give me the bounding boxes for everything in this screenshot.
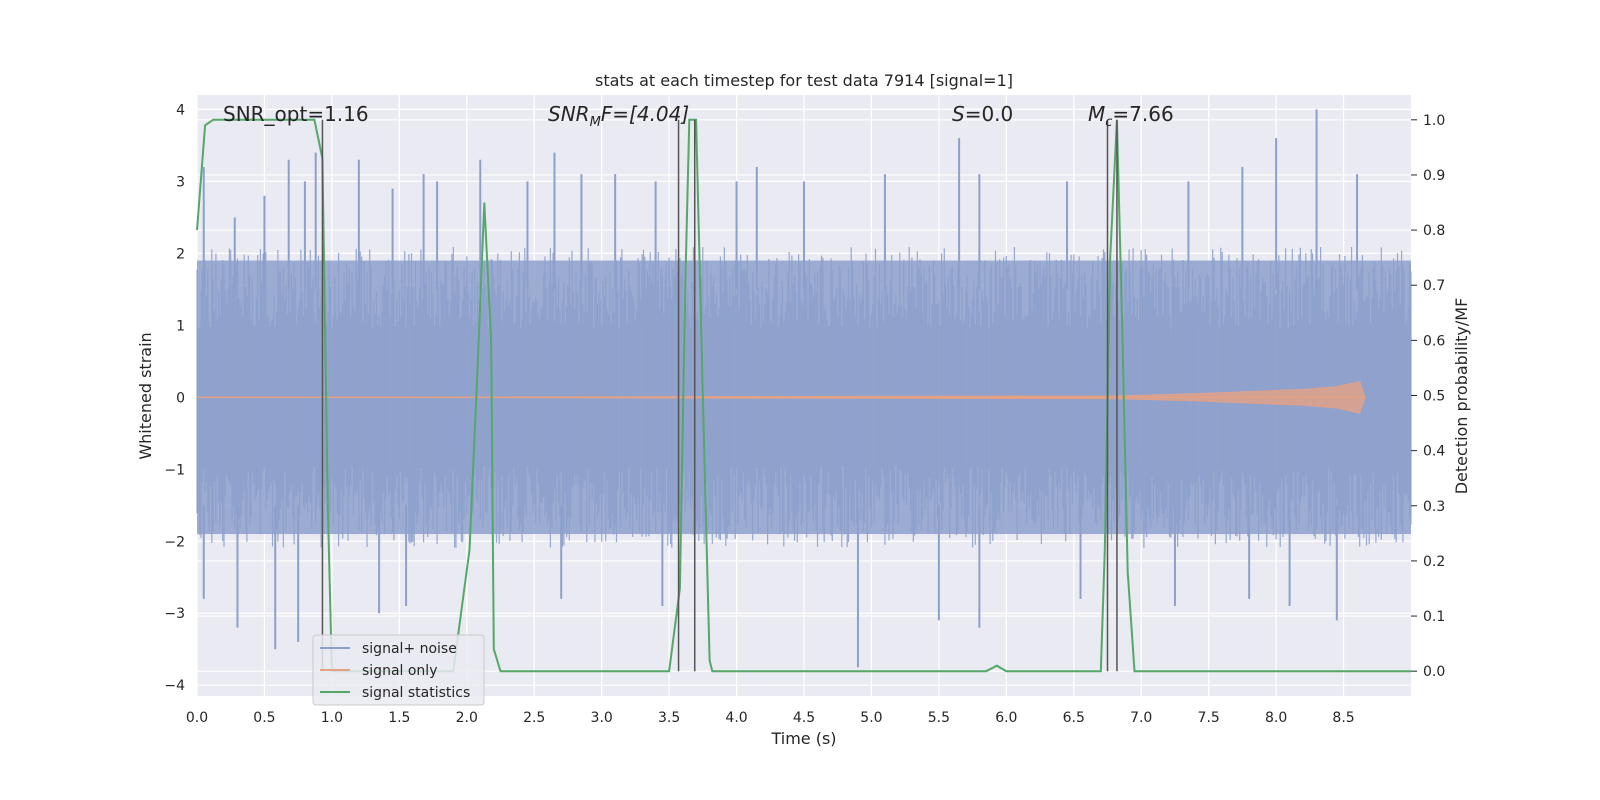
y-tick-label: 1 (176, 318, 185, 334)
x-tick-label: 3.5 (658, 710, 680, 726)
y-tick-label: 3 (176, 174, 185, 190)
x-tick-labels: 0.0 0.5 1.0 1.5 2.0 2.5 3.0 3.5 4.0 4.5 5.0 5.5 6.0 6… (186, 710, 1355, 726)
x-tick-label: 5.0 (860, 710, 882, 726)
y-right-tick-label: 0.5 (1423, 389, 1445, 405)
y-tick-label: −3 (164, 606, 185, 622)
x-tick-label: 8.0 (1265, 710, 1287, 726)
chart-title: stats at each timestep for test data 791… (595, 71, 1013, 90)
y-right-tick-label: 0.2 (1423, 554, 1445, 570)
annotation-snr-mf-tail: F=[4.04] (601, 102, 689, 126)
y-right-tick-label: 0.3 (1423, 499, 1445, 515)
x-tick-label: 2.5 (523, 710, 545, 726)
series-signal-only (196, 381, 1366, 414)
annotation-s-tail: =0.0 (965, 102, 1014, 126)
y-tick-label: −2 (164, 534, 185, 550)
legend-box (312, 634, 485, 706)
annotation-mc-tail: =7.66 (1112, 102, 1173, 126)
y-tick-label: 4 (176, 102, 185, 118)
y-tick-label: −1 (164, 462, 185, 478)
signal-only-chirp (196, 381, 1366, 414)
legend-label-signal-only: signal only (362, 663, 437, 679)
y-right-tick-label: 0.1 (1423, 609, 1445, 625)
x-tick-label: 2.0 (456, 710, 478, 726)
legend-label-signal-noise: signal+ noise (362, 641, 457, 657)
legend: signal+ noise signal only signal statist… (312, 634, 485, 706)
series-signal-statistics (196, 118, 1411, 673)
x-tick-label: 4.5 (793, 710, 815, 726)
signal-statistics-line (196, 118, 1411, 673)
y-right-tick-labels: 1.0 0.9 0.8 0.7 0.6 0.5 0.4 0.3 0.2 0.1 0.0 (1411, 113, 1445, 680)
y-right-tick-label: 0.8 (1423, 223, 1445, 239)
x-tick-label: 4.0 (725, 710, 747, 726)
annotation-mc: Mc=7.66 (1088, 102, 1174, 130)
annotation-snr-mf-sub: M (590, 115, 601, 130)
y-right-tick-label: 0.9 (1423, 168, 1445, 184)
y-tick-labels: 4 3 2 1 0 −1 −2 −3 −4 (164, 102, 185, 694)
x-tick-label: 7.5 (1198, 710, 1220, 726)
vertical-markers (321, 119, 1118, 672)
y-right-tick-label: 0.4 (1423, 444, 1445, 460)
annotation-snr-opt: SNR_opt=1.16 (223, 102, 369, 126)
y-axis-label: Whitened strain (136, 332, 155, 459)
x-tick-label: 1.0 (321, 710, 343, 726)
x-tick-label: 5.5 (928, 710, 950, 726)
y-right-tick-label: 0.7 (1423, 278, 1445, 294)
x-tick-label: 6.5 (1063, 710, 1085, 726)
y-right-tick-label: 0.6 (1423, 333, 1445, 349)
y-tick-label: 0 (176, 390, 185, 406)
x-axis-label: Time (s) (770, 729, 836, 748)
y-right-axis-label: Detection probability/MF (1452, 298, 1471, 495)
annotation-snr-mf: SNRMF=[4.04] (548, 102, 689, 130)
x-tick-label: 0.5 (253, 710, 275, 726)
y-right-tick-label: 1.0 (1423, 113, 1445, 129)
annotation-snr-mf-main: SNR (548, 102, 590, 126)
signal-noise-trace (196, 247, 1412, 548)
annotation-mc-sub: c (1105, 115, 1112, 130)
x-tick-label: 3.0 (591, 710, 613, 726)
legend-label-signal-statistics: signal statistics (362, 685, 470, 701)
y-tick-label: −4 (164, 678, 185, 694)
y-right-tick-label: 0.0 (1423, 664, 1445, 680)
x-tick-label: 8.5 (1332, 710, 1354, 726)
annotation-s: S=0.0 (952, 102, 1013, 126)
x-tick-label: 1.5 (388, 710, 410, 726)
annotation-s-main: S (952, 102, 965, 126)
x-tick-label: 6.0 (995, 710, 1017, 726)
x-tick-label: 7.0 (1130, 710, 1152, 726)
y-tick-label: 2 (176, 246, 185, 262)
x-tick-label: 0.0 (186, 710, 208, 726)
annotation-mc-main: M (1088, 102, 1105, 126)
